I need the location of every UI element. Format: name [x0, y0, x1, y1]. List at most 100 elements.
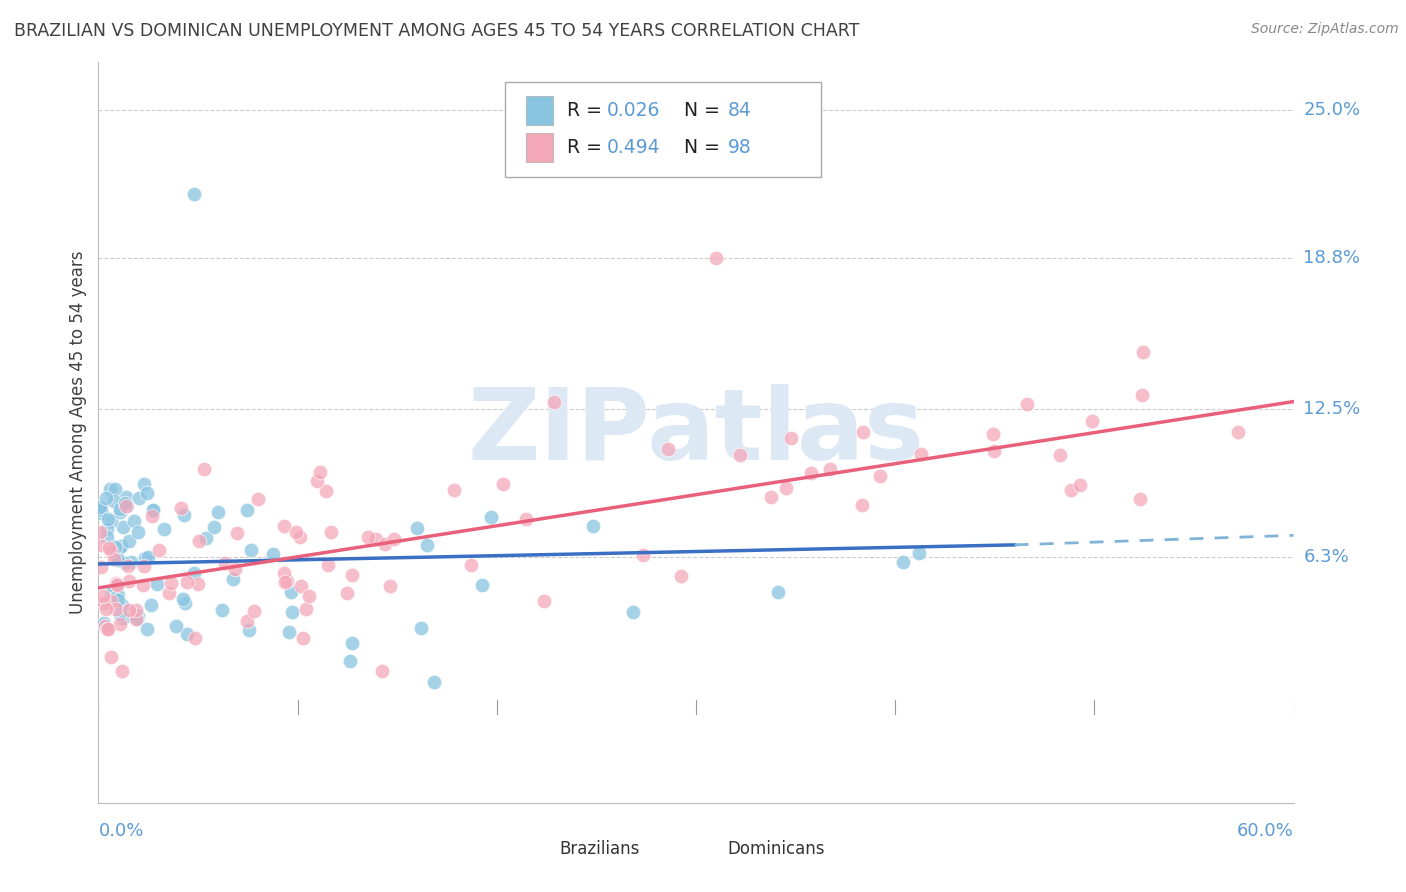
Point [107, 577, 129, 591]
Text: R =: R = [567, 101, 607, 120]
Point [110, 502, 132, 516]
Point [492, 476, 515, 491]
Point [98, 592, 121, 607]
Point [273, 574, 295, 589]
Point [89, 500, 111, 515]
Point [176, 627, 198, 641]
Point [97, 622, 120, 636]
Point [582, 519, 605, 533]
Point [173, 596, 195, 610]
Point [364, 532, 387, 546]
Point [118, 574, 141, 589]
Point [288, 530, 311, 544]
Point [101, 584, 124, 599]
Point [236, 503, 259, 517]
Point [236, 614, 259, 628]
Point [90, 502, 112, 516]
Point [443, 483, 465, 498]
Point [800, 466, 823, 480]
Point [262, 547, 284, 561]
Point [148, 542, 170, 557]
Point [124, 602, 146, 616]
Point [378, 579, 401, 593]
Point [357, 530, 380, 544]
Point [273, 519, 295, 533]
Text: N =: N = [685, 138, 725, 157]
Point [117, 559, 139, 574]
Point [291, 631, 314, 645]
Point [276, 574, 298, 589]
FancyBboxPatch shape [505, 82, 821, 178]
Text: ZIPatlas: ZIPatlas [468, 384, 924, 481]
Text: 18.8%: 18.8% [1303, 249, 1361, 268]
Point [107, 553, 129, 567]
Point [118, 603, 141, 617]
Point [202, 520, 225, 534]
Point [94, 491, 117, 505]
Point [416, 537, 439, 551]
Point [93, 615, 115, 630]
Point [127, 608, 149, 623]
Point [1017, 397, 1039, 411]
Point [125, 612, 148, 626]
Point [139, 598, 162, 612]
Text: 0.494: 0.494 [606, 138, 659, 157]
Point [319, 524, 342, 539]
Text: 25.0%: 25.0% [1303, 101, 1361, 120]
Point [98, 482, 121, 496]
Point [120, 555, 142, 569]
Point [340, 636, 363, 650]
Point [336, 585, 359, 599]
Point [93, 596, 115, 610]
Point [479, 510, 502, 524]
Text: 6.3%: 6.3% [1303, 548, 1350, 566]
Point [371, 665, 394, 679]
Point [340, 568, 363, 582]
Point [89, 525, 111, 540]
Point [193, 461, 215, 475]
Text: Source: ZipAtlas.com: Source: ZipAtlas.com [1251, 22, 1399, 37]
Point [891, 555, 914, 569]
Point [104, 482, 127, 496]
Point [132, 477, 155, 491]
Point [104, 541, 127, 555]
Point [225, 525, 247, 540]
Point [409, 621, 432, 635]
Point [290, 579, 312, 593]
Point [187, 534, 209, 549]
Point [132, 577, 155, 591]
Text: BRAZILIAN VS DOMINICAN UNEMPLOYMENT AMONG AGES 45 TO 54 YEARS CORRELATION CHART: BRAZILIAN VS DOMINICAN UNEMPLOYMENT AMON… [14, 22, 859, 40]
Point [1049, 448, 1071, 462]
Point [305, 475, 328, 489]
Point [128, 491, 150, 506]
Point [207, 505, 229, 519]
Point [515, 512, 537, 526]
Point [242, 604, 264, 618]
Point [983, 443, 1005, 458]
Point [240, 543, 263, 558]
Point [173, 508, 195, 522]
Point [471, 577, 494, 591]
Point [1132, 345, 1154, 359]
Point [111, 599, 134, 613]
Point [238, 623, 260, 637]
Point [315, 483, 337, 498]
Point [818, 461, 841, 475]
Point [221, 573, 243, 587]
Point [852, 425, 875, 439]
Text: 0.0%: 0.0% [98, 822, 143, 840]
Point [1227, 425, 1250, 439]
Point [295, 601, 318, 615]
Point [165, 619, 187, 633]
Point [277, 625, 299, 640]
Point [159, 575, 181, 590]
Point [1060, 483, 1083, 497]
Point [1081, 414, 1104, 428]
Point [100, 543, 122, 558]
FancyBboxPatch shape [526, 133, 553, 162]
Point [187, 577, 209, 591]
Point [284, 525, 307, 540]
Point [851, 498, 873, 512]
Text: 12.5%: 12.5% [1303, 400, 1361, 417]
Point [146, 577, 169, 591]
